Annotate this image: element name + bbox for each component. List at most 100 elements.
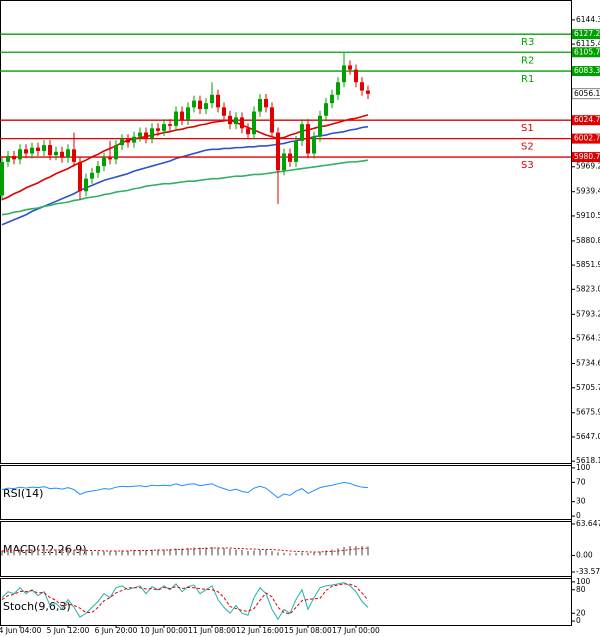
candle-body [42, 145, 46, 151]
candle-body [336, 82, 340, 95]
y-tick-label: 100 [576, 463, 591, 472]
pivot-price: 6105.70 [574, 47, 600, 56]
y-tick-label: 5939.45 [576, 187, 600, 196]
candle-body [366, 90, 370, 94]
x-tick-label: 6 Jun 20:00 [95, 626, 138, 635]
candle-body [204, 103, 208, 110]
candle-body [318, 115, 322, 137]
candle-body [180, 111, 184, 120]
x-tick-label: 15 Jun 08:00 [284, 626, 332, 635]
pivot-name: S1 [521, 123, 534, 134]
line-series [1, 583, 369, 615]
pivot-price: 5980.75 [574, 152, 600, 161]
candle-body [96, 166, 100, 173]
x-tick-label: 5 Jun 12:00 [47, 626, 90, 635]
line-series [2, 547, 369, 553]
candle-body [168, 124, 172, 126]
candle-body [234, 117, 238, 125]
pivot-price-box [572, 133, 600, 144]
pivot-name: R3 [521, 37, 534, 48]
candle-body [186, 107, 190, 120]
candle-body [240, 117, 244, 129]
candle-body [294, 140, 298, 162]
candle-body [288, 153, 292, 162]
pivot-price: 6127.25 [574, 29, 600, 38]
last-price: 6056.12 [574, 89, 600, 98]
candle-body [12, 156, 16, 160]
candle-body [210, 94, 214, 104]
candle-body [360, 82, 364, 91]
x-tick-label: 11 Jun 08:00 [188, 626, 236, 635]
candle-body [48, 145, 52, 156]
candle-body [282, 153, 286, 171]
candle-body [252, 111, 256, 135]
candle-body [30, 147, 34, 154]
candle-body [90, 172, 94, 179]
candle-body [342, 65, 346, 83]
y-tick-label: 5647.05 [576, 432, 600, 441]
candle-body [150, 128, 154, 139]
pivot-price: 6002.75 [574, 134, 600, 143]
candle-body [36, 147, 40, 151]
candle-body [264, 98, 268, 108]
pivot-name: R2 [521, 55, 534, 66]
candle-body [276, 132, 280, 171]
candle-body [6, 156, 10, 162]
y-tick-label: 5969.20 [576, 162, 600, 171]
pivot-name: S2 [521, 142, 534, 153]
candle-body [24, 149, 28, 154]
y-tick-label: 5851.95 [576, 260, 600, 269]
candle-body [60, 151, 64, 158]
line-series [1, 159, 369, 216]
y-tick-label: 6144.30 [576, 15, 600, 24]
candle-body [78, 161, 82, 192]
x-tick-label: 4 Jun 04:00 [0, 626, 42, 635]
line-series [1, 582, 369, 621]
y-tick-label: 0.00 [576, 550, 593, 559]
y-tick-label: 70 [576, 477, 586, 486]
candle-body [108, 157, 112, 160]
pivot-price: 6024.70 [574, 115, 600, 124]
y-tick-label: 5793.25 [576, 309, 600, 318]
candle-body [324, 103, 328, 116]
y-tick-label: 80 [576, 585, 586, 594]
candle-body [354, 69, 358, 83]
candle-body [270, 107, 274, 133]
candle-body [120, 139, 124, 146]
y-tick-label: 5880.80 [576, 236, 600, 245]
candle-body [138, 132, 142, 137]
pivot-price-box [572, 66, 600, 77]
candle-body [198, 100, 202, 110]
y-tick-label: 6115.40 [576, 39, 600, 48]
indicator-title: Stoch(9,6,3) [3, 600, 71, 613]
candle-body [174, 111, 178, 126]
pivot-price: 6083.30 [574, 66, 600, 75]
x-tick-label: 17 Jun 00:00 [332, 626, 380, 635]
candle-body [192, 100, 196, 108]
y-tick-label: 0 [576, 616, 581, 625]
candle-body [126, 139, 130, 143]
y-tick-label: 5823.05 [576, 284, 600, 293]
candle-body [300, 124, 304, 141]
y-tick-label: 30 [576, 497, 586, 506]
candle-body [216, 94, 220, 108]
y-tick-label: 5910.55 [576, 211, 600, 220]
candle-body [0, 161, 4, 196]
y-tick-label: 5734.60 [576, 359, 600, 368]
candle-body [114, 145, 118, 160]
y-tick-label: 5705.70 [576, 383, 600, 392]
candle-body [156, 128, 160, 131]
candle-body [84, 178, 88, 192]
pivot-price-box [572, 29, 600, 40]
candle-body [102, 157, 106, 167]
y-tick-label: 0 [576, 511, 581, 520]
pivot-name: R1 [521, 74, 534, 85]
y-tick-label: 100 [576, 577, 591, 586]
indicator-title: RSI(14) [3, 487, 43, 500]
y-tick-label: 5618.15 [576, 456, 600, 465]
x-tick-label: 12 Jun 16:00 [236, 626, 284, 635]
candle-body [348, 65, 352, 70]
pivot-price-box [572, 152, 600, 163]
pivot-price-box [572, 47, 600, 58]
